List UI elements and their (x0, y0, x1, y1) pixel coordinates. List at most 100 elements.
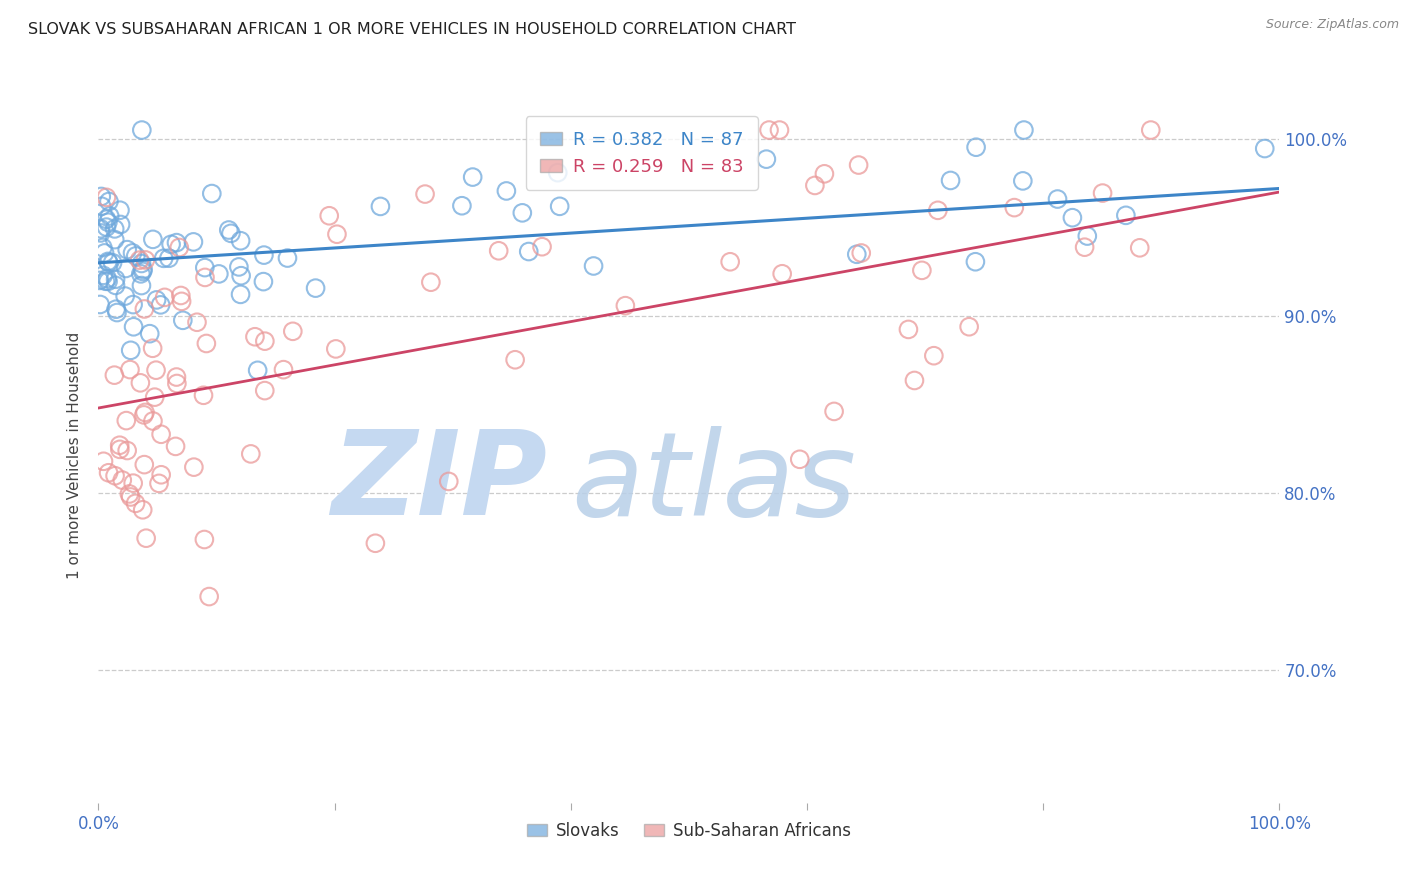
Point (488, 244, 510, 258)
Point (547, 166, 569, 180)
Point (768, 123, 790, 137)
Point (229, 287, 252, 301)
Point (364, 536, 387, 550)
Point (91, 240, 114, 254)
Point (1012, 123, 1035, 137)
Point (89, 273, 111, 287)
Point (135, 531, 157, 545)
Point (281, 324, 304, 338)
Point (165, 439, 187, 453)
Point (461, 170, 484, 185)
Point (1011, 174, 1033, 188)
Y-axis label: 1 or more Vehicles in Household: 1 or more Vehicles in Household (67, 331, 83, 579)
Point (97, 466, 120, 480)
Point (96, 212, 118, 227)
Point (110, 218, 132, 232)
Point (219, 227, 242, 241)
Point (789, 452, 811, 467)
Point (132, 503, 155, 517)
Point (208, 267, 231, 281)
Point (253, 334, 276, 348)
Point (845, 247, 868, 261)
Point (325, 342, 347, 356)
Point (91, 268, 114, 283)
Point (157, 251, 180, 265)
Point (131, 264, 153, 278)
Point (121, 246, 143, 260)
Point (718, 254, 741, 268)
Text: ZIP: ZIP (332, 425, 547, 541)
Point (848, 158, 870, 172)
Point (142, 414, 165, 428)
Point (134, 405, 156, 419)
Point (104, 222, 127, 236)
Point (1062, 211, 1084, 225)
Point (851, 246, 873, 260)
Point (166, 376, 188, 391)
Point (89, 297, 111, 311)
Point (104, 233, 127, 247)
Point (97, 274, 120, 288)
Point (1073, 240, 1095, 254)
Point (142, 232, 165, 246)
Point (1002, 201, 1025, 215)
Point (143, 390, 166, 404)
Point (97, 255, 120, 269)
Point (193, 388, 215, 402)
Point (105, 302, 128, 317)
Point (120, 343, 142, 358)
Point (957, 319, 980, 334)
Point (90, 199, 112, 213)
Point (145, 363, 167, 377)
Point (614, 299, 637, 313)
Point (370, 199, 392, 213)
Point (93, 246, 115, 260)
Point (131, 278, 153, 293)
Point (132, 408, 155, 422)
Point (326, 227, 349, 242)
Point (108, 203, 131, 218)
Point (1091, 186, 1114, 200)
Point (451, 199, 474, 213)
Point (1139, 123, 1161, 137)
Point (195, 336, 218, 351)
Point (253, 248, 276, 262)
Point (218, 223, 240, 237)
Point (253, 384, 276, 398)
Point (150, 427, 173, 442)
Point (1046, 192, 1069, 206)
Point (134, 252, 156, 267)
Point (101, 256, 124, 270)
Point (897, 322, 920, 336)
Point (1076, 229, 1098, 244)
Point (437, 475, 460, 489)
Point (90, 189, 112, 203)
Point (132, 262, 155, 277)
Point (276, 251, 298, 265)
Point (160, 237, 183, 252)
Point (94, 274, 117, 288)
Point (96, 220, 118, 235)
Text: SLOVAK VS SUBSAHARAN AFRICAN 1 OR MORE VEHICLES IN HOUSEHOLD CORRELATION CHART: SLOVAK VS SUBSAHARAN AFRICAN 1 OR MORE V… (28, 22, 796, 37)
Point (183, 235, 205, 249)
Point (114, 289, 136, 303)
Point (152, 252, 174, 266)
Point (120, 490, 142, 504)
Point (131, 256, 153, 270)
Text: atlas: atlas (571, 425, 856, 540)
Point (186, 315, 208, 329)
Point (93, 454, 115, 468)
Point (252, 275, 274, 289)
Point (108, 438, 131, 452)
Point (115, 414, 138, 428)
Point (304, 281, 326, 295)
Point (246, 363, 269, 377)
Point (111, 473, 134, 487)
Point (548, 199, 571, 213)
Point (1115, 208, 1137, 222)
Point (134, 301, 156, 316)
Point (922, 349, 945, 363)
Point (128, 253, 150, 268)
Point (129, 267, 152, 281)
Point (129, 376, 152, 390)
